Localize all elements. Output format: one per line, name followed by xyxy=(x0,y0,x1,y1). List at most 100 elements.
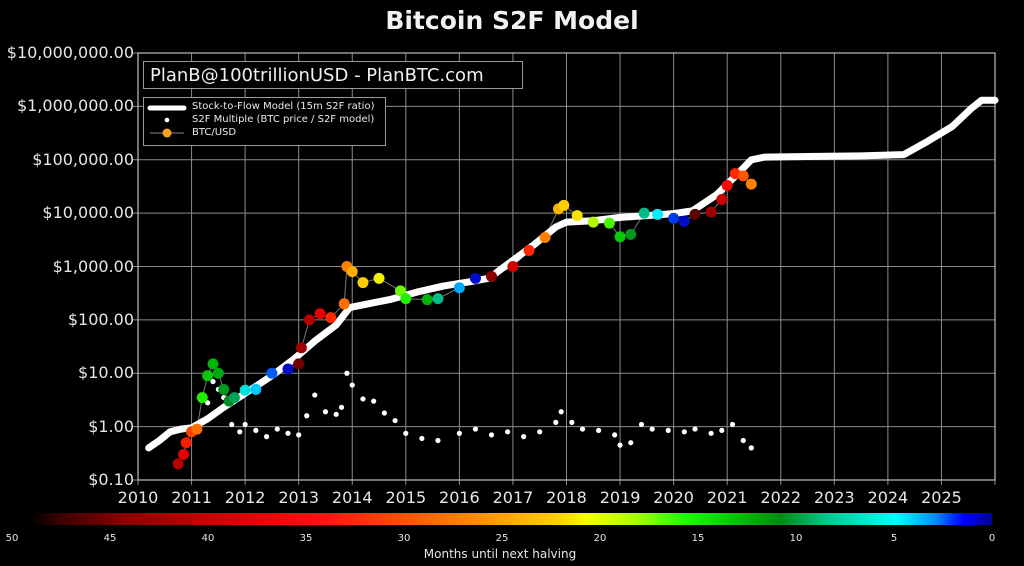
s2f-multiple-point xyxy=(435,437,441,444)
colorbar-tick-label: 35 xyxy=(299,533,313,544)
s2f-multiple-point xyxy=(719,427,725,433)
btc-price-point xyxy=(293,358,305,370)
legend: Stock-to-Flow Model (15m S2F ratio) S2F … xyxy=(143,97,386,146)
btc-price-point xyxy=(357,277,369,289)
btc-price-point xyxy=(668,212,680,224)
s2f-multiple-point xyxy=(612,432,618,438)
s2f-multiple-point xyxy=(558,409,564,415)
s2f-multiple-point xyxy=(681,429,687,435)
s2f-multiple-point xyxy=(274,426,280,432)
legend-label-btc: BTC/USD xyxy=(192,127,237,138)
multiple-dot-swatch-icon xyxy=(164,117,170,123)
s2f-multiple-point xyxy=(665,427,671,433)
s2f-multiple-point xyxy=(537,429,543,435)
btc-price-point xyxy=(212,367,224,379)
colorbar-tick-label: 40 xyxy=(201,533,215,544)
s2f-multiple-point xyxy=(403,430,409,436)
s2f-multiple-point xyxy=(333,411,339,417)
s2f-multiple-point xyxy=(504,429,511,435)
s2f-multiple-point xyxy=(649,426,655,432)
s2f-multiple-point xyxy=(521,434,527,440)
colorbar-tick-label: 50 xyxy=(5,533,19,544)
s2f-multiple-point xyxy=(344,370,350,376)
btc-price-point xyxy=(266,367,278,379)
s2f-multiple-point xyxy=(472,426,479,432)
x-tick-label: 2021 xyxy=(706,488,748,507)
s2f-multiple-point xyxy=(617,442,623,448)
x-tick-label: 2020 xyxy=(653,488,694,507)
s2f-model-line xyxy=(145,96,999,452)
s2f-multiple-point xyxy=(456,430,462,436)
btc-price-point xyxy=(207,358,219,370)
s2f-multiple-point xyxy=(579,426,586,432)
y-tick-label: $100.00 xyxy=(67,309,134,329)
btc-price-point xyxy=(539,231,551,243)
colorbar-tick-label: 5 xyxy=(890,533,898,544)
colorbar-tick-label: 25 xyxy=(495,533,509,544)
x-tick-label: 2016 xyxy=(439,488,480,507)
s2f-multiple-point xyxy=(304,413,310,419)
s2f-multiple-point xyxy=(338,404,345,410)
s2f-multiple-point xyxy=(569,419,575,425)
btc-price-point xyxy=(716,193,728,205)
s2f-multiple-point xyxy=(628,440,634,446)
btc-price-point xyxy=(587,216,599,228)
colorbar-tick-label: 30 xyxy=(397,533,411,544)
legend-markers xyxy=(147,105,187,138)
y-tick-label: $0.10 xyxy=(88,470,134,489)
legend-label-model: Stock-to-Flow Model (15m S2F ratio) xyxy=(192,101,375,112)
colorbar-label: Months until next halving xyxy=(423,547,577,561)
x-tick-label: 2010 xyxy=(117,488,159,507)
y-tick-label: $1,000.00 xyxy=(52,256,134,276)
s2f-multiple-point xyxy=(419,435,425,442)
x-tick-label: 2022 xyxy=(760,488,802,507)
btc-price-point xyxy=(202,370,214,382)
chart-title: Bitcoin S2F Model xyxy=(385,6,639,35)
s2f-multiple-point xyxy=(488,432,495,438)
s2f-multiple-point xyxy=(748,445,754,451)
btc-price-point xyxy=(689,208,701,220)
btc-price-point xyxy=(325,312,337,324)
btc-price-point xyxy=(558,199,570,211)
s2f-multiple-point xyxy=(708,430,714,436)
btc-price-point xyxy=(507,261,519,272)
btc-price-point xyxy=(638,207,650,219)
x-tick-label: 2024 xyxy=(867,488,909,507)
s2f-multiple-point xyxy=(296,432,302,438)
btc-price-point xyxy=(678,215,690,227)
btc-price-point xyxy=(721,179,733,191)
btc-price-point xyxy=(239,384,251,396)
s2f-multiple-point xyxy=(263,434,270,440)
legend-label-multiple: S2F Multiple (BTC price / S2F model) xyxy=(192,114,375,125)
s2f-multiple-point xyxy=(729,421,736,428)
btc-price-point xyxy=(172,458,184,470)
colorbar-tick-label: 20 xyxy=(593,533,607,544)
btc-price-point xyxy=(314,308,326,320)
btc-price-point xyxy=(432,293,444,305)
s2f-multiple-point xyxy=(349,382,355,388)
btc-price-point xyxy=(250,383,262,395)
colorbar-tick-label: 45 xyxy=(103,533,117,544)
btc-price-point xyxy=(178,449,190,461)
x-tick-label: 2019 xyxy=(599,488,641,507)
x-tick-label: 2011 xyxy=(171,488,212,507)
s2f-multiple-point xyxy=(205,400,211,406)
colorbar-tick-label: 10 xyxy=(789,533,803,544)
s2f-multiple-point xyxy=(553,419,559,425)
s2f-multiple-point xyxy=(229,421,235,428)
y-tick-label: $100,000.00 xyxy=(32,149,134,169)
s2f-multiple-point xyxy=(285,430,291,436)
btc-price-point xyxy=(218,383,230,395)
y-tick-label: $10,000.00 xyxy=(42,203,134,223)
btc-price-point xyxy=(373,272,385,284)
x-tick-label: 2023 xyxy=(813,488,855,507)
x-tick-label: 2013 xyxy=(278,488,320,507)
s2f-multiple-point xyxy=(253,427,259,433)
btc-price-point xyxy=(652,208,664,220)
x-tick-label: 2025 xyxy=(921,488,962,507)
btc-price-point xyxy=(295,342,307,354)
s2f-multiple-point xyxy=(210,378,216,385)
btc-price-point xyxy=(196,392,208,404)
btc-price-point xyxy=(614,231,626,243)
